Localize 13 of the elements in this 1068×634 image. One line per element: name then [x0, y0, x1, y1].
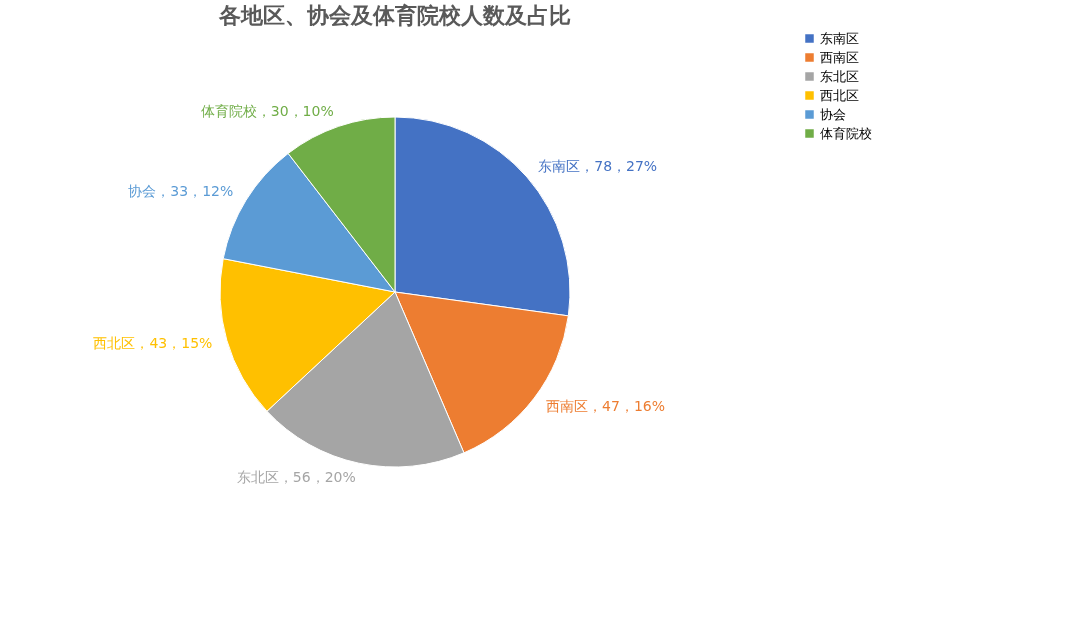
legend-label: 体育院校: [820, 125, 872, 141]
legend-label: 西南区: [820, 49, 859, 65]
legend-label: 东北区: [820, 68, 859, 84]
data-label: 东北区，56，20%: [236, 468, 356, 485]
data-label: 协会，33，12%: [128, 183, 234, 200]
data-label: 东南区，78，27%: [538, 158, 658, 175]
data-label: 西南区，47，16%: [546, 398, 666, 415]
legend-label: 西北区: [820, 87, 859, 103]
chart-title: 各地区、协会及体育院校人数及占比: [218, 3, 571, 28]
legend-label: 东南区: [820, 30, 859, 46]
data-label: 体育院校，30，10%: [200, 103, 334, 120]
data-label: 西北区，43，15%: [93, 335, 213, 352]
legend-label: 协会: [820, 106, 846, 122]
